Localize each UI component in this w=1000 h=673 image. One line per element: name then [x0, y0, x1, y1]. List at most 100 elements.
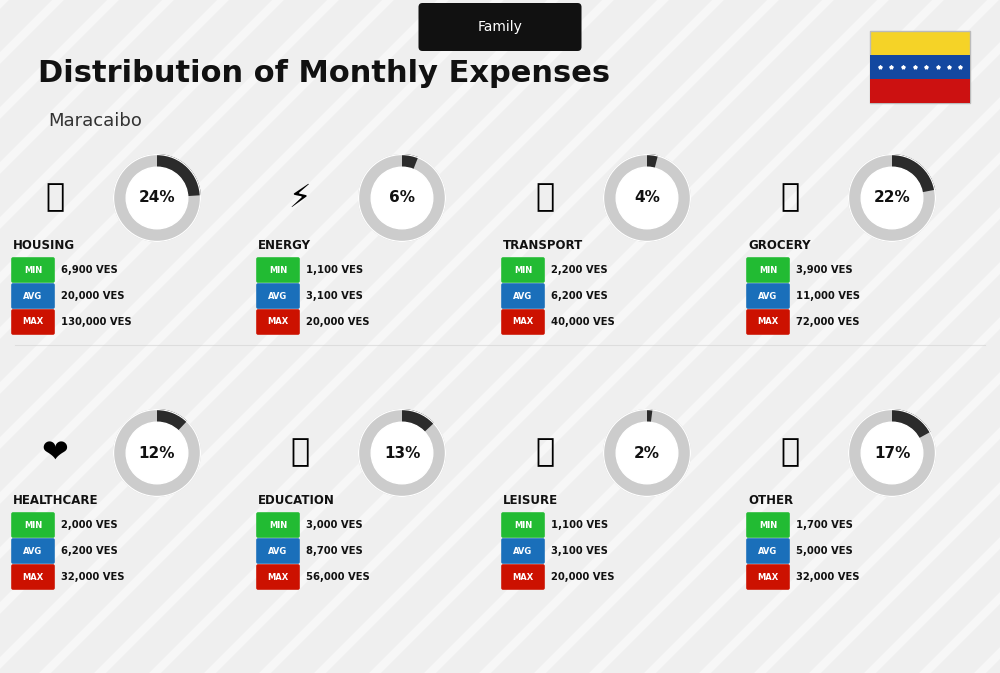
- Text: 40,000 VES: 40,000 VES: [551, 317, 615, 327]
- FancyBboxPatch shape: [870, 31, 970, 103]
- Circle shape: [616, 167, 678, 229]
- Circle shape: [861, 167, 923, 229]
- Circle shape: [126, 167, 188, 229]
- Text: 20,000 VES: 20,000 VES: [61, 291, 124, 301]
- Text: 1,100 VES: 1,100 VES: [306, 265, 363, 275]
- Wedge shape: [358, 154, 446, 242]
- Text: 5,000 VES: 5,000 VES: [796, 546, 853, 556]
- FancyBboxPatch shape: [11, 283, 55, 309]
- Text: AVG: AVG: [513, 546, 533, 555]
- Text: 12%: 12%: [139, 446, 175, 460]
- Text: 3,000 VES: 3,000 VES: [306, 520, 363, 530]
- Text: 🛍: 🛍: [535, 437, 555, 468]
- Text: MAX: MAX: [757, 318, 779, 326]
- Text: HOUSING: HOUSING: [13, 238, 75, 252]
- Text: 22%: 22%: [874, 190, 910, 205]
- Text: 6,900 VES: 6,900 VES: [61, 265, 118, 275]
- FancyBboxPatch shape: [418, 3, 582, 51]
- Text: MAX: MAX: [267, 573, 289, 581]
- Wedge shape: [157, 409, 187, 431]
- Text: AVG: AVG: [758, 546, 778, 555]
- Text: 3,900 VES: 3,900 VES: [796, 265, 853, 275]
- Circle shape: [371, 422, 433, 484]
- Text: 8,700 VES: 8,700 VES: [306, 546, 363, 556]
- FancyBboxPatch shape: [11, 512, 55, 538]
- Text: MIN: MIN: [759, 520, 777, 530]
- Text: TRANSPORT: TRANSPORT: [503, 238, 583, 252]
- Text: 3,100 VES: 3,100 VES: [551, 546, 608, 556]
- FancyBboxPatch shape: [746, 309, 790, 334]
- Text: 11,000 VES: 11,000 VES: [796, 291, 860, 301]
- Text: AVG: AVG: [758, 291, 778, 301]
- Text: AVG: AVG: [23, 291, 43, 301]
- Text: 2,200 VES: 2,200 VES: [551, 265, 608, 275]
- Text: MIN: MIN: [514, 520, 532, 530]
- Text: MAX: MAX: [512, 318, 534, 326]
- Text: 56,000 VES: 56,000 VES: [306, 572, 370, 582]
- FancyBboxPatch shape: [256, 564, 300, 590]
- Text: MAX: MAX: [512, 573, 534, 581]
- FancyBboxPatch shape: [501, 538, 545, 564]
- Text: MAX: MAX: [22, 573, 44, 581]
- FancyBboxPatch shape: [11, 564, 55, 590]
- FancyBboxPatch shape: [501, 283, 545, 309]
- Wedge shape: [358, 409, 446, 497]
- Circle shape: [371, 167, 433, 229]
- Text: 13%: 13%: [384, 446, 420, 460]
- Wedge shape: [603, 154, 691, 242]
- Bar: [870, 55, 970, 79]
- Text: Distribution of Monthly Expenses: Distribution of Monthly Expenses: [38, 59, 610, 87]
- FancyBboxPatch shape: [501, 257, 545, 283]
- Wedge shape: [603, 409, 691, 497]
- Text: 130,000 VES: 130,000 VES: [61, 317, 132, 327]
- Text: 💰: 💰: [780, 437, 800, 468]
- Text: ⚡: ⚡: [289, 182, 311, 213]
- FancyBboxPatch shape: [256, 538, 300, 564]
- FancyBboxPatch shape: [256, 257, 300, 283]
- Wedge shape: [848, 409, 936, 497]
- FancyBboxPatch shape: [746, 538, 790, 564]
- Text: 24%: 24%: [139, 190, 175, 205]
- FancyBboxPatch shape: [746, 564, 790, 590]
- Text: MIN: MIN: [24, 520, 42, 530]
- Circle shape: [126, 422, 188, 484]
- Wedge shape: [358, 409, 446, 497]
- Text: MIN: MIN: [24, 266, 42, 275]
- Text: 🏢: 🏢: [45, 182, 65, 213]
- Text: AVG: AVG: [268, 546, 288, 555]
- Wedge shape: [892, 409, 931, 438]
- Wedge shape: [402, 409, 434, 432]
- Text: 🎓: 🎓: [290, 437, 310, 468]
- Text: MIN: MIN: [269, 266, 287, 275]
- Text: MAX: MAX: [267, 318, 289, 326]
- FancyBboxPatch shape: [256, 512, 300, 538]
- FancyBboxPatch shape: [746, 512, 790, 538]
- Text: Family: Family: [478, 20, 522, 34]
- Text: 6,200 VES: 6,200 VES: [61, 546, 118, 556]
- Text: GROCERY: GROCERY: [748, 238, 810, 252]
- Wedge shape: [113, 154, 201, 242]
- FancyBboxPatch shape: [11, 309, 55, 334]
- Circle shape: [861, 422, 923, 484]
- Wedge shape: [848, 154, 936, 242]
- Wedge shape: [402, 154, 418, 170]
- Text: LEISURE: LEISURE: [503, 493, 558, 507]
- Text: EDUCATION: EDUCATION: [258, 493, 335, 507]
- Text: AVG: AVG: [268, 291, 288, 301]
- FancyBboxPatch shape: [501, 309, 545, 334]
- Wedge shape: [603, 154, 691, 242]
- Text: MAX: MAX: [757, 573, 779, 581]
- Wedge shape: [157, 154, 201, 196]
- Text: MIN: MIN: [514, 266, 532, 275]
- Text: 4%: 4%: [634, 190, 660, 205]
- Text: HEALTHCARE: HEALTHCARE: [13, 493, 98, 507]
- Text: 20,000 VES: 20,000 VES: [551, 572, 614, 582]
- Text: 6,200 VES: 6,200 VES: [551, 291, 608, 301]
- Text: 6%: 6%: [389, 190, 415, 205]
- Text: 17%: 17%: [874, 446, 910, 460]
- Text: 2%: 2%: [634, 446, 660, 460]
- Text: Maracaibo: Maracaibo: [48, 112, 142, 130]
- Wedge shape: [113, 154, 201, 242]
- FancyBboxPatch shape: [11, 538, 55, 564]
- Text: ❤: ❤: [42, 437, 68, 468]
